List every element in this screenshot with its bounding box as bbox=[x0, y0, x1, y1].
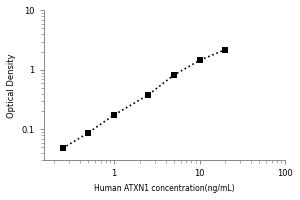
Point bbox=[172, 73, 176, 77]
Point bbox=[197, 59, 202, 62]
Point bbox=[60, 147, 65, 150]
X-axis label: Human ATXN1 concentration(ng/mL): Human ATXN1 concentration(ng/mL) bbox=[94, 184, 235, 193]
Point bbox=[146, 93, 151, 97]
Y-axis label: Optical Density: Optical Density bbox=[7, 53, 16, 118]
Point bbox=[223, 48, 228, 51]
Point bbox=[112, 113, 116, 117]
Point bbox=[86, 131, 91, 134]
